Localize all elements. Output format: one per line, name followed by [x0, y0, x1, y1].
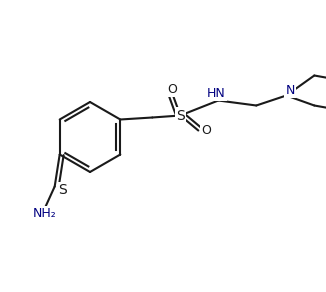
Text: HN: HN [207, 87, 226, 100]
Text: O: O [167, 83, 177, 96]
Text: S: S [176, 109, 185, 123]
Text: NH₂: NH₂ [33, 207, 57, 220]
Text: S: S [58, 183, 67, 197]
Text: O: O [201, 124, 211, 137]
Text: N: N [286, 84, 295, 97]
